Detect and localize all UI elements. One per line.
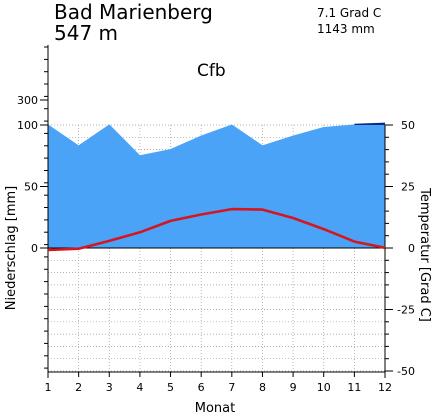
x-tick-label: 1 [45, 381, 52, 394]
y-right-tick-label: 25 [401, 181, 415, 194]
x-tick-label: 4 [136, 381, 143, 394]
annual-precipitation: 1143 mm [317, 22, 375, 36]
x-tick-label: 9 [290, 381, 297, 394]
x-tick-label: 11 [347, 381, 361, 394]
station-name: Bad Marienberg [54, 0, 213, 24]
y-right-tick-label: 0 [408, 242, 415, 255]
x-tick-label: 10 [317, 381, 331, 394]
precipitation-fill [47, 124, 386, 249]
x-axis-label: Monat [195, 401, 235, 416]
y-right-tick-label: -25 [397, 304, 415, 317]
y-axis-label-right: Temperatur [Grad C] [417, 187, 432, 322]
x-tick-label: 12 [378, 381, 392, 394]
x-tick-label: 8 [259, 381, 266, 394]
mean-temperature: 7.1 Grad C [317, 6, 382, 20]
temperature-line [47, 207, 386, 252]
y-left-tick-label: 0 [31, 242, 38, 255]
y-right-tick-label: 50 [401, 119, 415, 132]
y-left-tick-label: 50 [24, 181, 38, 194]
climate-classification: Cfb [197, 61, 226, 81]
x-tick-label: 5 [167, 381, 174, 394]
y-axis-label-left: Niederschlag [mm] [4, 186, 19, 311]
x-tick-label: 6 [198, 381, 205, 394]
y-left-tick-label: 300 [17, 94, 38, 107]
temperature-series [47, 207, 386, 252]
y-right-tick-label: -50 [397, 365, 415, 378]
x-tick-label: 2 [75, 381, 82, 394]
station-elevation: 547 m [54, 21, 119, 45]
precipitation-area [47, 122, 386, 249]
x-tick-label: 3 [106, 381, 113, 394]
x-tick-label: 7 [228, 381, 235, 394]
axes [40, 45, 393, 378]
y-left-tick-label: 100 [17, 119, 38, 132]
precipitation-excess [354, 122, 385, 125]
